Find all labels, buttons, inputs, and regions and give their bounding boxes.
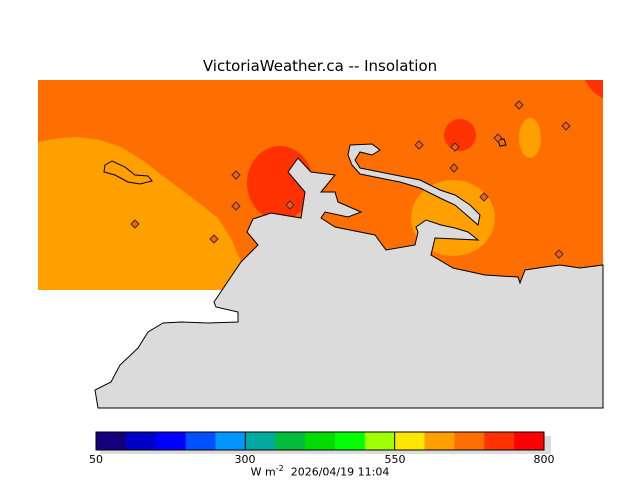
station-marker xyxy=(514,100,524,110)
insolation-high-region-north xyxy=(444,119,476,151)
colorbar-segment xyxy=(305,432,336,450)
colorbar-segment xyxy=(484,432,515,450)
station-marker xyxy=(554,249,564,259)
insolation-low-region-west xyxy=(38,137,252,290)
colorbar-segment xyxy=(364,432,396,450)
station-marker xyxy=(414,140,424,150)
land-mass xyxy=(94,157,604,409)
lake-outline xyxy=(103,160,153,185)
saanich-inlet xyxy=(347,143,481,226)
colorbar-segment xyxy=(215,432,246,450)
colorbar-segment xyxy=(125,432,157,450)
colorbar-tick-label: 800 xyxy=(533,453,555,466)
insolation-high-region-corner xyxy=(585,80,603,98)
colorbar-segment xyxy=(155,432,187,450)
station-marker xyxy=(285,200,295,210)
units-exponent: -2 xyxy=(275,464,284,473)
colorbar-frame xyxy=(95,431,545,451)
station-marker xyxy=(561,121,571,131)
station-marker xyxy=(479,192,489,202)
colorbar-segment xyxy=(394,432,426,450)
colorbar-tick-label: 50 xyxy=(89,453,103,466)
colorbar-tick-label: 550 xyxy=(384,453,406,466)
colorbar-segment xyxy=(424,432,455,450)
colorbar-segment xyxy=(96,432,127,450)
station-marker xyxy=(493,133,503,143)
station-marker xyxy=(231,201,241,211)
station-marker xyxy=(231,170,241,180)
map-title: VictoriaWeather.ca -- Insolation xyxy=(202,57,438,75)
colorbar-segment xyxy=(334,432,366,450)
units-label: W m xyxy=(250,465,276,479)
station-marker xyxy=(450,142,460,152)
colorbar-tick-label: 300 xyxy=(234,453,256,466)
colorbar-segment xyxy=(514,432,545,450)
timestamp: 2026/04/19 11:04 xyxy=(290,465,390,479)
colorbar-segment xyxy=(275,432,306,450)
station-marker xyxy=(449,163,459,173)
weather-stations xyxy=(130,100,571,259)
colorbar-segment xyxy=(245,432,276,450)
colorbar-segment xyxy=(454,432,485,450)
units-and-timestamp: W m-2 2026/04/19 11:04 xyxy=(0,464,640,479)
lake-outline-north xyxy=(497,138,507,147)
station-marker xyxy=(209,234,219,244)
station-marker xyxy=(130,219,140,229)
insolation-low-region-northeast xyxy=(519,118,541,158)
colorbar-segment xyxy=(185,432,216,450)
colorbar xyxy=(95,431,551,454)
